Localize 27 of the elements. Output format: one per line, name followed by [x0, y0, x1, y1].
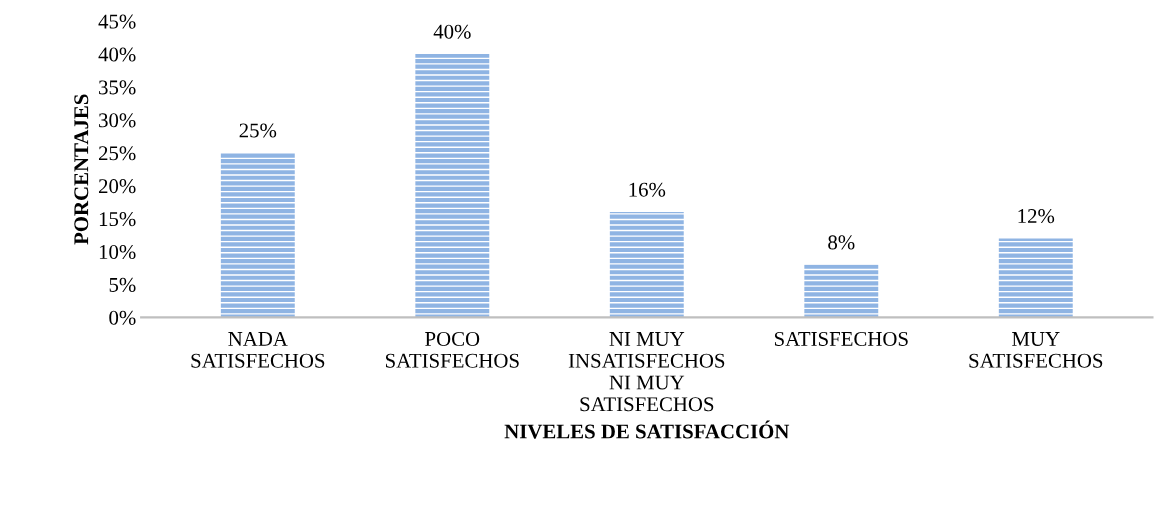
- y-tick-label: 45%: [98, 14, 136, 29]
- data-label: 40%: [433, 24, 471, 39]
- y-tick-label: 35%: [99, 80, 136, 95]
- data-label: 16%: [629, 182, 666, 197]
- x-tick-label: SATISFECHOS: [774, 331, 908, 346]
- data-label: 25%: [239, 123, 277, 138]
- x-axis-title: NIVELES DE SATISFACCIÓN: [504, 420, 790, 439]
- bar: [415, 54, 490, 318]
- x-tick-label: NI MUY INSATISFECHOS NI MUY SATISFECHOS: [568, 332, 725, 412]
- y-tick-label: 25%: [98, 146, 136, 161]
- bar: [220, 152, 295, 318]
- data-label: 8%: [828, 235, 855, 250]
- x-tick-label: NADA SATISFECHOS: [191, 331, 325, 368]
- bar: [609, 212, 684, 318]
- y-tick-label: 15%: [99, 212, 136, 227]
- y-tick-label: 10%: [99, 244, 136, 260]
- y-tick-label: 20%: [98, 179, 136, 194]
- y-tick-label: 40%: [98, 47, 136, 62]
- data-label: 12%: [1018, 209, 1055, 224]
- y-tick-label: 5%: [109, 277, 136, 292]
- bar: [998, 238, 1073, 318]
- x-tick-label: MUY SATISFECHOS: [969, 332, 1103, 368]
- y-tick-label: 0%: [109, 310, 136, 325]
- y-axis-title: PORCENTAJES: [74, 94, 89, 245]
- x-tick-label: POCO SATISFECHOS: [385, 331, 519, 368]
- y-tick-label: 30%: [99, 113, 136, 128]
- bar: [804, 264, 879, 318]
